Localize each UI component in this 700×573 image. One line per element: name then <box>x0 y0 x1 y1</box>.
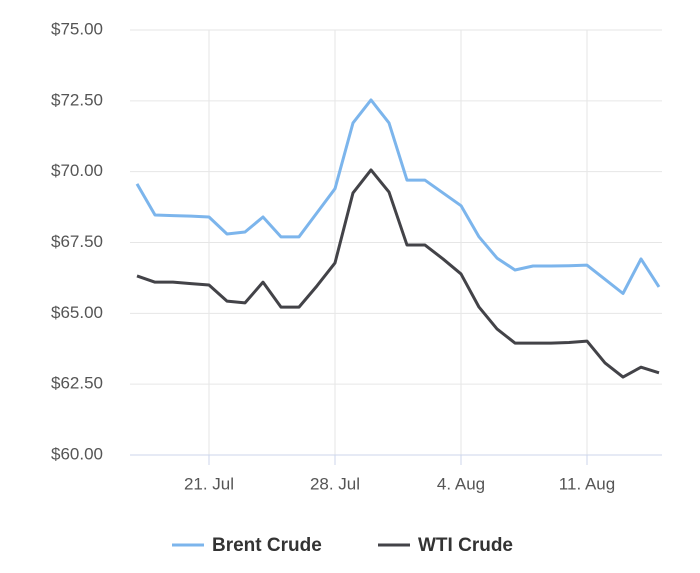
x-tick-label: 28. Jul <box>310 474 360 493</box>
legend: Brent Crude WTI Crude <box>172 535 513 556</box>
y-tick-label: $70.00 <box>51 161 103 180</box>
x-tick-label: 4. Aug <box>437 474 485 493</box>
x-tick-label: 11. Aug <box>559 474 615 493</box>
y-tick-label: $65.00 <box>51 303 103 322</box>
x-tick-label: 21. Jul <box>184 474 234 493</box>
y-tick-label: $75.00 <box>51 19 103 38</box>
line <box>136 168 660 379</box>
legend-label: WTI Crude <box>418 535 513 556</box>
y-tick-label: $62.50 <box>51 374 103 393</box>
y-tick-label: $67.50 <box>51 232 103 251</box>
y-tick-label: $72.50 <box>51 90 103 109</box>
legend-label: Brent Crude <box>212 535 322 556</box>
line <box>135 98 661 295</box>
y-tick-label: $60.00 <box>51 444 103 463</box>
